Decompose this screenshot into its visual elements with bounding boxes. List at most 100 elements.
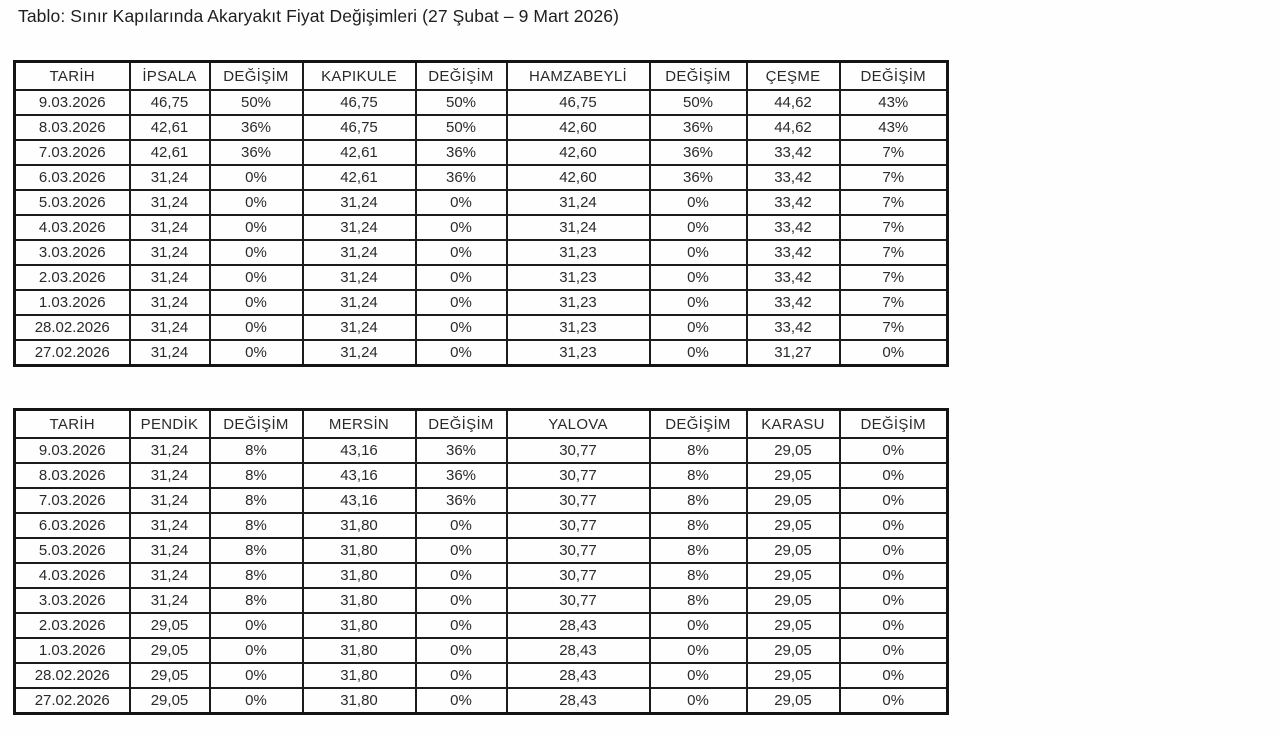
change-cell: 0% bbox=[208, 239, 304, 266]
price-cell: 42,61 bbox=[301, 164, 417, 191]
price-cell: 31,80 bbox=[301, 687, 417, 715]
price-cell: 33,42 bbox=[745, 264, 841, 291]
change-cell: 7% bbox=[838, 214, 949, 241]
price-cell: 31,24 bbox=[301, 339, 417, 367]
change-cell: 0% bbox=[414, 587, 508, 614]
change-cell: 0% bbox=[208, 662, 304, 689]
header-cell: DEĞİŞİM bbox=[838, 408, 949, 439]
date-cell: 5.03.2026 bbox=[13, 537, 131, 564]
header-cell: KAPIKULE bbox=[301, 60, 417, 91]
change-cell: 50% bbox=[414, 114, 508, 141]
header-cell: ÇEŞME bbox=[745, 60, 841, 91]
date-cell: 7.03.2026 bbox=[13, 487, 131, 514]
change-cell: 7% bbox=[838, 164, 949, 191]
price-cell: 31,80 bbox=[301, 612, 417, 639]
header-cell: TARİH bbox=[13, 60, 131, 91]
price-cell: 31,24 bbox=[128, 462, 211, 489]
date-cell: 3.03.2026 bbox=[13, 239, 131, 266]
price-cell: 31,24 bbox=[128, 562, 211, 589]
date-cell: 2.03.2026 bbox=[13, 264, 131, 291]
price-cell: 31,24 bbox=[128, 239, 211, 266]
header-cell: YALOVA bbox=[505, 408, 651, 439]
price-cell: 31,24 bbox=[128, 289, 211, 316]
table-row: 8.03.2026 31,24 8% 43,16 36% 30,77 8% 29,05 0% bbox=[13, 462, 949, 489]
change-cell: 0% bbox=[838, 587, 949, 614]
change-cell: 0% bbox=[648, 264, 748, 291]
table-row: 6.03.2026 31,24 8% 31,80 0% 30,77 8% 29,05 0% bbox=[13, 512, 949, 539]
table-row: 1.03.2026 31,24 0% 31,24 0% 31,23 0% 33,42 7% bbox=[13, 289, 949, 316]
date-cell: 3.03.2026 bbox=[13, 587, 131, 614]
price-cell: 28,43 bbox=[505, 662, 651, 689]
change-cell: 0% bbox=[414, 264, 508, 291]
price-cell: 31,24 bbox=[128, 264, 211, 291]
price-cell: 31,27 bbox=[745, 339, 841, 367]
change-cell: 0% bbox=[208, 189, 304, 216]
price-cell: 29,05 bbox=[128, 687, 211, 715]
price-cell: 31,24 bbox=[301, 289, 417, 316]
header-cell: İPSALA bbox=[128, 60, 211, 91]
change-cell: 0% bbox=[838, 339, 949, 367]
date-cell: 8.03.2026 bbox=[13, 462, 131, 489]
price-cell: 29,05 bbox=[745, 437, 841, 464]
price-cell: 31,23 bbox=[505, 289, 651, 316]
change-cell: 0% bbox=[414, 662, 508, 689]
price-cell: 33,42 bbox=[745, 314, 841, 341]
price-cell: 31,24 bbox=[301, 189, 417, 216]
change-cell: 0% bbox=[208, 687, 304, 715]
price-cell: 31,24 bbox=[505, 189, 651, 216]
header-cell: DEĞİŞİM bbox=[414, 408, 508, 439]
change-cell: 0% bbox=[414, 537, 508, 564]
date-cell: 9.03.2026 bbox=[13, 89, 131, 116]
change-cell: 0% bbox=[414, 214, 508, 241]
change-cell: 0% bbox=[208, 289, 304, 316]
change-cell: 36% bbox=[414, 164, 508, 191]
fuel-price-table-ports: TARİH PENDİK DEĞİŞİM MERSİN DEĞİŞİM YALOVA DEĞ… bbox=[13, 408, 949, 715]
price-cell: 28,43 bbox=[505, 612, 651, 639]
price-cell: 33,42 bbox=[745, 289, 841, 316]
date-cell: 27.02.2026 bbox=[13, 687, 131, 715]
price-cell: 29,05 bbox=[745, 562, 841, 589]
change-cell: 0% bbox=[838, 487, 949, 514]
change-cell: 7% bbox=[838, 139, 949, 166]
price-cell: 46,75 bbox=[301, 89, 417, 116]
date-cell: 4.03.2026 bbox=[13, 214, 131, 241]
change-cell: 8% bbox=[648, 487, 748, 514]
header-cell: KARASU bbox=[745, 408, 841, 439]
price-cell: 31,23 bbox=[505, 264, 651, 291]
change-cell: 50% bbox=[414, 89, 508, 116]
date-cell: 28.02.2026 bbox=[13, 662, 131, 689]
price-cell: 33,42 bbox=[745, 164, 841, 191]
change-cell: 8% bbox=[208, 462, 304, 489]
price-cell: 31,24 bbox=[128, 189, 211, 216]
change-cell: 0% bbox=[838, 537, 949, 564]
price-cell: 31,24 bbox=[128, 487, 211, 514]
change-cell: 7% bbox=[838, 264, 949, 291]
price-cell: 29,05 bbox=[128, 662, 211, 689]
price-cell: 30,77 bbox=[505, 462, 651, 489]
price-cell: 30,77 bbox=[505, 537, 651, 564]
change-cell: 0% bbox=[648, 289, 748, 316]
date-cell: 2.03.2026 bbox=[13, 612, 131, 639]
header-cell: MERSİN bbox=[301, 408, 417, 439]
change-cell: 0% bbox=[208, 164, 304, 191]
change-cell: 0% bbox=[648, 239, 748, 266]
price-cell: 46,75 bbox=[301, 114, 417, 141]
change-cell: 7% bbox=[838, 289, 949, 316]
change-cell: 0% bbox=[838, 637, 949, 664]
table-row: 4.03.2026 31,24 8% 31,80 0% 30,77 8% 29,05 0% bbox=[13, 562, 949, 589]
header-row: TARİH İPSALA DEĞİŞİM KAPIKULE DEĞİŞİM HAMZABE… bbox=[13, 60, 949, 91]
change-cell: 0% bbox=[648, 214, 748, 241]
header-cell: DEĞİŞİM bbox=[208, 60, 304, 91]
change-cell: 0% bbox=[414, 189, 508, 216]
price-cell: 29,05 bbox=[128, 612, 211, 639]
change-cell: 36% bbox=[208, 139, 304, 166]
price-cell: 31,24 bbox=[128, 339, 211, 367]
change-cell: 0% bbox=[838, 512, 949, 539]
date-cell: 4.03.2026 bbox=[13, 562, 131, 589]
price-cell: 42,60 bbox=[505, 114, 651, 141]
date-cell: 28.02.2026 bbox=[13, 314, 131, 341]
header-cell: DEĞİŞİM bbox=[648, 60, 748, 91]
price-cell: 31,23 bbox=[505, 339, 651, 367]
table-row: 28.02.2026 31,24 0% 31,24 0% 31,23 0% 33,42 7% bbox=[13, 314, 949, 341]
change-cell: 0% bbox=[838, 437, 949, 464]
